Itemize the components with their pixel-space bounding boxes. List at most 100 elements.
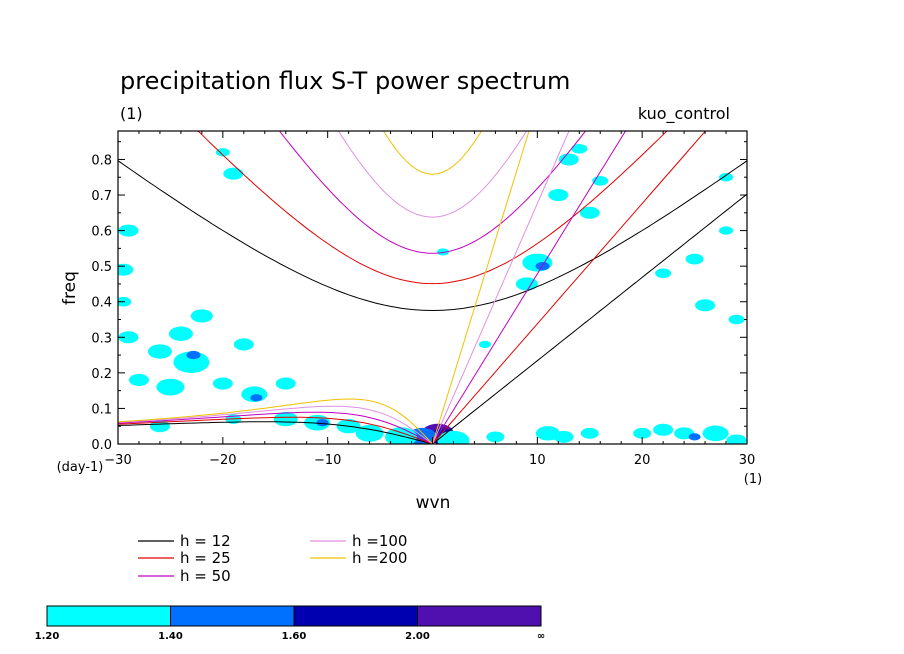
contour-blob xyxy=(553,430,574,443)
contour-blob xyxy=(190,309,213,323)
chart-title: precipitation flux S-T power spectrum xyxy=(120,67,570,95)
inertio-gravity-curve xyxy=(337,131,528,218)
x-unit-label: (1) xyxy=(744,472,762,487)
contour-blob xyxy=(273,411,298,427)
contour-blob xyxy=(719,226,734,235)
contour-blob xyxy=(436,248,449,256)
contour-blob xyxy=(515,277,538,291)
contour-blob xyxy=(275,377,296,390)
y-tick-label: 0.0 xyxy=(91,438,112,453)
colorbar-label: ∞ xyxy=(537,631,545,642)
contour-blob xyxy=(168,326,193,341)
x-tick-label: −20 xyxy=(209,453,236,468)
contour-blob xyxy=(728,314,745,325)
rossby-curve xyxy=(118,411,433,444)
kelvin-curve xyxy=(432,131,707,444)
contour-blob xyxy=(118,224,139,237)
kelvin-curve xyxy=(432,131,530,444)
contour-blob xyxy=(212,377,233,390)
y-tick-label: 0.2 xyxy=(91,367,112,382)
colorbar-segment xyxy=(293,605,418,627)
y-tick-label: 0.5 xyxy=(91,260,112,275)
contour-blob xyxy=(633,427,652,439)
inertio-gravity-curve xyxy=(197,131,668,285)
contour-blob xyxy=(580,427,599,439)
colorbar-label: 1.20 xyxy=(35,631,60,642)
y-tick-label: 0.3 xyxy=(91,331,112,346)
contour-blob xyxy=(486,431,505,443)
contour-blob xyxy=(186,350,201,360)
legend-label: h = 12 xyxy=(180,532,231,550)
legend-label: h = 25 xyxy=(180,549,231,567)
contour-blob xyxy=(685,253,704,265)
contour-blob xyxy=(118,331,139,344)
x-tick-label: −10 xyxy=(314,453,341,468)
contour-blob xyxy=(548,189,569,202)
rossby-curve xyxy=(118,421,433,444)
contour-blob xyxy=(653,423,674,436)
contour-blob xyxy=(147,344,172,359)
rossby-curve xyxy=(118,416,433,444)
x-tick-label: 10 xyxy=(529,453,546,468)
subtitle-right: kuo_control xyxy=(638,104,730,124)
y-tick-label: 0.8 xyxy=(91,153,112,168)
contour-blob xyxy=(233,338,254,351)
inertio-gravity-curve xyxy=(118,160,747,312)
y-tick-label: 0.6 xyxy=(91,225,112,240)
contour-blob xyxy=(558,153,579,166)
contour-blob xyxy=(156,378,185,396)
contour-blob xyxy=(579,206,600,219)
y-tick-label: 0.1 xyxy=(91,402,112,417)
y-tick-label: 0.4 xyxy=(91,296,112,311)
legend-label: h =100 xyxy=(352,532,407,550)
x-tick-label: 0 xyxy=(428,453,436,468)
y-tick-label: 0.7 xyxy=(91,189,112,204)
colorbar-label: 1.60 xyxy=(282,631,307,642)
contour-blob xyxy=(719,173,734,182)
y-axis-label: freq xyxy=(60,271,80,305)
contour-blob xyxy=(355,424,384,442)
contour-blob xyxy=(702,425,729,442)
contour-blob xyxy=(571,143,588,154)
plot-frame xyxy=(117,130,748,445)
colorbar: 1.20 1.40 1.60 2.00 ∞ xyxy=(35,605,545,642)
kelvin-curve xyxy=(432,131,570,444)
colorbar-label: 2.00 xyxy=(405,631,430,642)
colorbar-label: 1.40 xyxy=(158,631,183,642)
kelvin-curve xyxy=(432,131,627,444)
contour-blob xyxy=(118,263,134,276)
contour-blob xyxy=(688,433,701,441)
subtitle-left: (1) xyxy=(120,104,143,123)
contour-blob xyxy=(695,299,716,312)
contour-blob xyxy=(316,419,329,427)
inertio-gravity-curve xyxy=(383,131,482,175)
contour-blob xyxy=(726,434,747,444)
legend-label: h =200 xyxy=(352,549,407,567)
contour-blob xyxy=(215,148,230,157)
colorbar-segment xyxy=(170,605,295,627)
legend-label: h = 50 xyxy=(180,567,231,585)
colorbar-segment xyxy=(417,605,542,627)
colorbar-segment xyxy=(46,605,171,627)
axis-ticks: −30 −20 −10 0 10 20 30 0.0 0.1 0.2 0.3 0.4 0.5 0.6 0.7… xyxy=(91,131,755,468)
rossby-curve xyxy=(118,398,433,444)
contour-blob xyxy=(128,373,149,386)
contour-blob xyxy=(655,268,672,279)
contour-blob xyxy=(437,430,470,444)
inertio-gravity-curve xyxy=(278,131,587,254)
dispersion-curves xyxy=(118,131,747,444)
contour-blob xyxy=(173,351,210,373)
contour-blob xyxy=(149,420,170,433)
contour-blob xyxy=(223,167,244,180)
rossby-curve xyxy=(118,405,433,444)
x-tick-label: 20 xyxy=(634,453,651,468)
contour-layer xyxy=(118,143,747,444)
y-unit-label: (day-1) xyxy=(57,460,104,475)
contour-blob xyxy=(250,394,263,402)
x-tick-label: −30 xyxy=(104,453,131,468)
contour-blob xyxy=(478,340,491,349)
x-tick-label: 30 xyxy=(739,453,756,468)
x-axis-label: wvn xyxy=(416,493,451,513)
